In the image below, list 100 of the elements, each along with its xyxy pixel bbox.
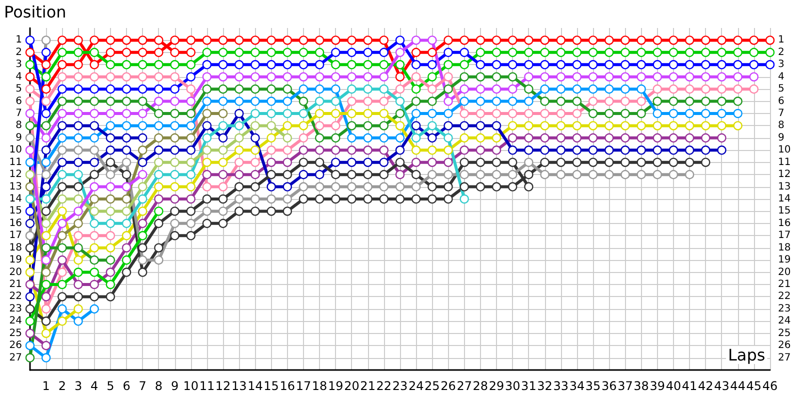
point [41, 146, 51, 155]
y-tick-label: 1 [16, 34, 22, 46]
point [298, 158, 308, 167]
point [250, 84, 260, 94]
point [331, 133, 340, 143]
point [444, 158, 453, 167]
point [282, 121, 292, 130]
point [717, 108, 726, 118]
y-tick-label: 12 [9, 169, 22, 180]
point [266, 72, 276, 82]
point [154, 182, 164, 192]
point [765, 60, 775, 70]
point [684, 36, 694, 45]
point [476, 36, 486, 45]
point [234, 108, 244, 118]
y-tick-label: 27 [9, 352, 22, 364]
point [58, 280, 67, 290]
point [428, 72, 437, 82]
x-tick-label: 46 [762, 379, 778, 393]
point [314, 158, 324, 167]
point [636, 72, 646, 82]
point [202, 133, 212, 143]
y-tick-label: 9 [16, 132, 22, 144]
point [476, 146, 486, 155]
point [41, 121, 51, 130]
point [74, 194, 83, 204]
point [395, 158, 405, 167]
point [347, 133, 356, 143]
point [652, 108, 662, 118]
point [668, 133, 678, 143]
x-tick-label: 8 [154, 379, 163, 393]
point [138, 108, 148, 118]
point [476, 84, 486, 94]
point [186, 158, 196, 167]
point [444, 182, 453, 192]
point [154, 133, 164, 143]
point [138, 231, 148, 240]
point [41, 340, 51, 350]
point [138, 218, 148, 228]
x-tick-label: 5 [106, 379, 114, 393]
point [170, 84, 180, 94]
point [218, 84, 228, 94]
point [266, 96, 276, 106]
point [298, 60, 308, 70]
point [58, 218, 67, 228]
x-tick-label: 43 [714, 379, 730, 393]
x-tick-label: 45 [746, 379, 762, 393]
point [58, 146, 67, 155]
point [668, 84, 678, 94]
y-tick-label: 23 [9, 303, 22, 314]
point [717, 96, 726, 106]
point [444, 170, 453, 180]
point [138, 48, 148, 58]
y2-tick-label: 17 [778, 230, 791, 242]
point [588, 170, 598, 180]
point [266, 108, 276, 118]
point [218, 60, 228, 70]
point [331, 182, 340, 192]
point [186, 146, 196, 155]
point [620, 36, 630, 45]
y-tick-label: 25 [9, 328, 22, 339]
point [765, 48, 775, 58]
point [58, 316, 67, 326]
point [701, 48, 710, 58]
point [25, 340, 35, 350]
point [58, 158, 67, 167]
point [202, 108, 212, 118]
point [202, 218, 212, 228]
point [411, 121, 421, 130]
point [58, 36, 67, 45]
point [411, 194, 421, 204]
point [636, 170, 646, 180]
point [556, 158, 566, 167]
point [508, 36, 518, 45]
point [314, 60, 324, 70]
point [411, 133, 421, 143]
point [668, 108, 678, 118]
point [652, 60, 662, 70]
y2-tick-label: 3 [778, 59, 784, 70]
point [298, 84, 308, 94]
point [717, 84, 726, 94]
point [363, 182, 372, 192]
point [154, 218, 164, 228]
point [668, 72, 678, 82]
x-tick-label: 37 [618, 379, 633, 393]
point [122, 158, 132, 167]
point [298, 36, 308, 45]
point [138, 206, 148, 216]
point [684, 84, 694, 94]
point [636, 84, 646, 94]
point [492, 48, 502, 58]
point [122, 84, 132, 94]
point [572, 60, 582, 70]
point [90, 84, 99, 94]
point [395, 60, 405, 70]
point [460, 170, 469, 180]
point [122, 108, 132, 118]
y-tick-label: 21 [9, 279, 22, 290]
point [202, 146, 212, 155]
point [314, 194, 324, 204]
